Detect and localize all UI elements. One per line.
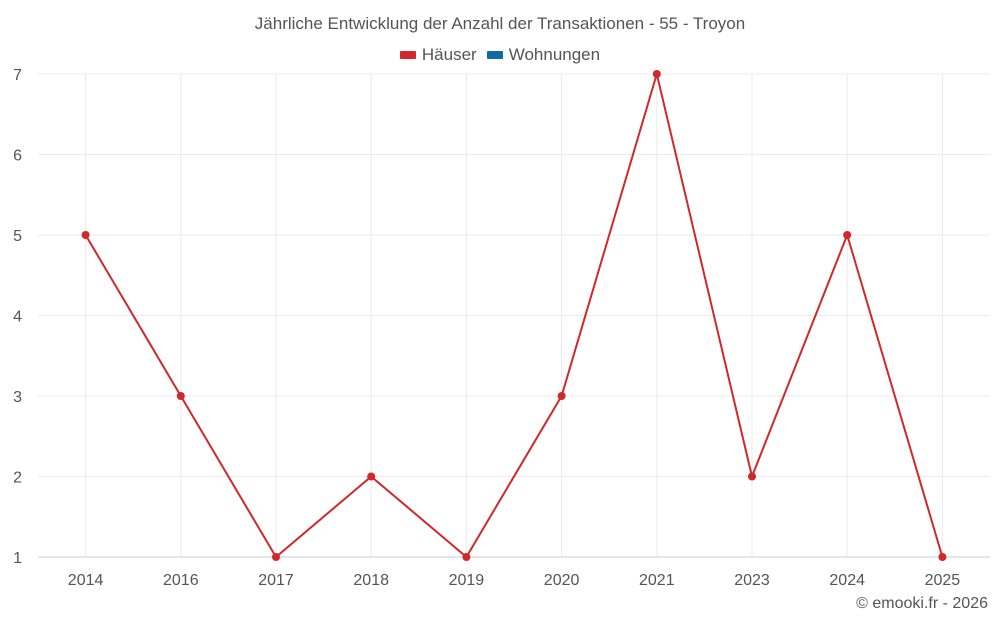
series-line bbox=[84, 73, 944, 558]
data-point bbox=[843, 231, 852, 239]
y-tick-label: 3 bbox=[13, 389, 22, 406]
legend-item-haeuser[interactable]: Häuser bbox=[399, 45, 477, 65]
y-tick-label: 5 bbox=[13, 228, 22, 245]
x-tick-label: 2024 bbox=[829, 572, 865, 589]
y-tick-label: 1 bbox=[13, 550, 22, 567]
data-point bbox=[938, 553, 947, 561]
chart-title: Jährliche Entwicklung der Anzahl der Tra… bbox=[254, 14, 746, 33]
data-point bbox=[272, 553, 280, 561]
x-tick-label: 2018 bbox=[353, 572, 389, 589]
x-tick-label: 2014 bbox=[68, 572, 104, 589]
data-point bbox=[652, 70, 661, 78]
x-tick-label: 2016 bbox=[163, 572, 199, 589]
legend-swatch-haeuser bbox=[399, 51, 416, 59]
data-point bbox=[748, 472, 756, 481]
data-point bbox=[557, 392, 566, 400]
data-point bbox=[462, 553, 471, 561]
y-tick-label: 6 bbox=[13, 148, 22, 165]
y-tick-label: 7 bbox=[13, 67, 22, 84]
x-tick-label: 2025 bbox=[925, 572, 961, 589]
y-tick-label: 2 bbox=[13, 470, 22, 487]
credit-text: © emooki.fr - 2026 bbox=[856, 595, 988, 612]
legend-label-wohnungen: Wohnungen bbox=[508, 45, 601, 64]
legend-swatch-wohnungen bbox=[486, 51, 503, 59]
x-tick-label: 2023 bbox=[734, 572, 770, 589]
x-tick-label: 2021 bbox=[639, 572, 675, 589]
legend: Häuser Wohnungen bbox=[0, 45, 1000, 65]
legend-item-wohnungen[interactable]: Wohnungen bbox=[486, 45, 601, 65]
legend-label-haeuser: Häuser bbox=[421, 45, 477, 64]
data-point bbox=[176, 392, 185, 400]
data-point bbox=[81, 231, 90, 239]
x-tick-label: 2019 bbox=[449, 572, 485, 589]
x-tick-label: 2017 bbox=[258, 572, 294, 589]
data-point bbox=[367, 472, 376, 481]
x-tick-label: 2020 bbox=[544, 572, 580, 589]
y-tick-label: 4 bbox=[13, 309, 22, 326]
